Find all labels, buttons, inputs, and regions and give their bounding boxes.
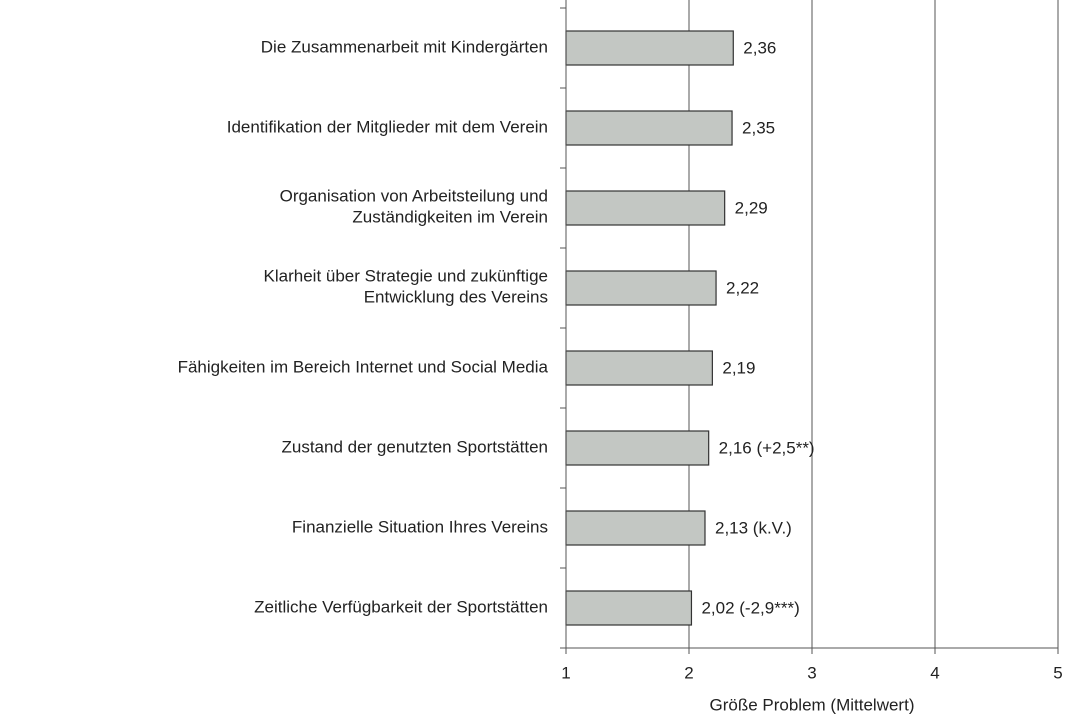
y-tick-label: Organisation von Arbeitsteilung und Zustä…	[280, 187, 548, 227]
bar	[565, 110, 733, 146]
value-label: 2,29	[735, 198, 768, 217]
y-tick-label: Identifikation der Mitglieder mit dem Ve…	[227, 117, 548, 136]
y-tick-label: Die Zusammenarbeit mit Kindergärten	[261, 37, 548, 56]
x-tick-label: 5	[1053, 663, 1062, 682]
y-tick-label: Fähigkeiten im Bereich Internet und Soci…	[178, 357, 549, 376]
bar	[565, 510, 706, 546]
y-tick-label: Finanzielle Situation Ihres Vereins	[292, 517, 548, 536]
bar	[565, 350, 713, 386]
y-tick-label: Klarheit über Strategie und zukünftige En…	[264, 267, 548, 307]
x-tick-label: 3	[807, 663, 816, 682]
x-tick-label: 2	[684, 663, 693, 682]
value-label: 2,13 (k.V.)	[715, 518, 792, 537]
y-tick-label: Zeitliche Verfügbarkeit der Sportstätten	[254, 597, 548, 616]
x-tick-label: 1	[561, 663, 570, 682]
bar	[565, 590, 693, 626]
x-tick-label: 4	[930, 663, 939, 682]
value-label: 2,36	[743, 38, 776, 57]
y-tick-label: Zustand der genutzten Sportstätten	[281, 437, 548, 456]
bar	[565, 30, 734, 66]
x-axis-label: Größe Problem (Mittelwert)	[710, 695, 915, 714]
value-label: 2,02 (-2,9***)	[701, 598, 799, 617]
value-label: 2,19	[722, 358, 755, 377]
bar	[565, 190, 726, 226]
bar	[565, 270, 717, 306]
value-label: 2,35	[742, 118, 775, 137]
value-label: 2,16 (+2,5**)	[719, 438, 815, 457]
value-label: 2,22	[726, 278, 759, 297]
bar	[565, 430, 710, 466]
